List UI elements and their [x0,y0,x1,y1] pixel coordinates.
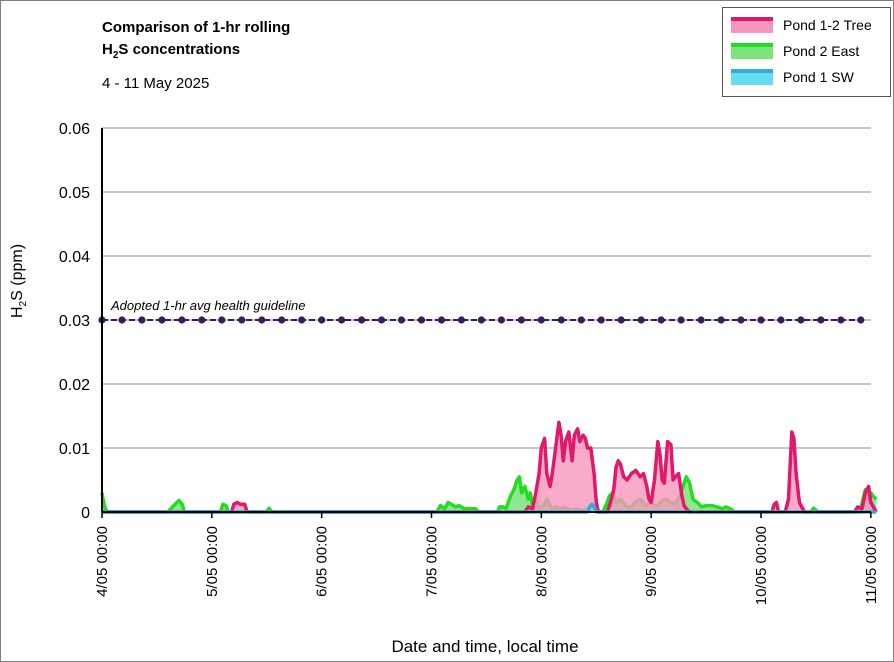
guideline-marker-13 [358,316,366,324]
x-tick-label-7: 11/05 00:00 [863,526,880,604]
legend-label-pond-1-sw: Pond 1 SW [783,69,854,85]
guideline-marker-6 [218,316,226,324]
y-tick-label-1: 0.01 [59,441,90,458]
title-suffix: S concentrations [118,41,241,58]
guideline-marker-1 [118,316,126,324]
y-tick-label-3: 0.03 [59,313,90,330]
guideline-marker-11 [318,316,326,324]
ylabel-subscript: 2 [18,300,30,307]
guideline-marker-25 [597,316,605,324]
guideline-marker-38 [857,316,865,324]
guideline-layer: Adopted 1-hr avg health guideline [98,298,865,324]
guideline-marker-3 [158,316,166,324]
guideline-marker-32 [737,316,745,324]
chart-subtitle: 4 - 11 May 2025 [102,75,210,92]
guideline-label: Adopted 1-hr avg health guideline [110,298,305,313]
title-subscript: 2 [112,50,119,61]
guideline-marker-10 [298,316,306,324]
guideline-marker-37 [837,316,845,324]
ylabel-h: H [9,306,26,318]
title-h: H [102,41,113,58]
series-line-pond-1-2-tree [102,420,878,514]
x-tick-label-6: 10/05 00:00 [753,526,770,605]
chart-title-line-1: Comparison of 1-hr rolling [102,19,291,36]
legend-swatch-pond-2-east [731,43,773,59]
series-line-pond-1-sw [102,502,877,514]
y-axis-label: H2S (ppm) [9,244,29,318]
y-tick-label-0: 0 [81,505,90,522]
guideline-marker-9 [278,316,286,324]
x-tick-label-4: 8/05 00:00 [533,526,550,597]
legend-swatch-pond-1-2-tree [731,17,773,33]
guideline-marker-28 [657,316,665,324]
guideline-marker-4 [178,316,186,324]
guideline-marker-31 [717,316,725,324]
legend-label-pond-1-2-tree: Pond 1-2 Tree [783,17,872,33]
guideline-marker-20 [497,316,505,324]
legend-item-pond-2-east: Pond 2 East [731,40,859,62]
guideline-marker-30 [697,316,705,324]
legend-label-pond-2-east: Pond 2 East [783,43,860,59]
x-tick-label-3: 7/05 00:00 [424,526,441,597]
guideline-marker-29 [677,316,685,324]
series-area-pond-1-sw [102,504,877,512]
guideline-marker-12 [338,316,346,324]
guideline-marker-17 [437,316,446,324]
axis-layer: 0 0.01 0.02 0.03 0.04 0.05 0.06 4/05 00:00 5/05 … [59,121,880,605]
y-tick-label-6: 0.06 [59,121,90,138]
guideline-marker-8 [258,316,266,324]
guideline-marker-26 [617,316,625,324]
guideline-marker-15 [397,316,406,324]
grid-layer [102,127,871,449]
guideline-marker-14 [378,316,386,324]
guideline-marker-22 [537,316,545,324]
guideline-marker-24 [577,316,585,324]
y-tick-label-4: 0.04 [59,249,90,266]
ylabel-suffix: S (ppm) [9,243,26,301]
guideline-marker-34 [777,316,785,324]
series-line-pond-2-east [100,475,878,514]
guideline-marker-18 [457,316,466,324]
guideline-marker-7 [238,316,246,324]
legend-item-pond-1-sw: Pond 1 SW [731,66,854,88]
legend-swatch-pond-1-sw [731,69,773,85]
guideline-marker-2 [138,316,146,324]
series-layer [100,420,878,514]
x-tick-label-5: 9/05 00:00 [643,526,660,597]
guideline-marker-27 [637,316,645,324]
x-tick-label-1: 5/05 00:00 [204,526,221,597]
guideline-marker-19 [477,316,485,324]
guideline-marker-33 [757,316,765,324]
y-tick-label-5: 0.05 [59,185,90,202]
x-axis-label: Date and time, local time [391,637,579,656]
guideline-marker-23 [557,316,565,324]
guideline-marker-16 [417,316,426,324]
guideline-marker-21 [517,316,526,324]
guideline-marker-35 [797,316,805,324]
chart-title-block: Comparison of 1-hr rolling H2S concentra… [102,17,290,95]
guideline-marker-36 [817,316,825,324]
legend-item-pond-1-2-tree: Pond 1-2 Tree [731,14,872,36]
guideline-marker-5 [198,316,206,324]
legend: Pond 1-2 Tree Pond 2 East Pond 1 SW [722,7,891,97]
guideline-marker-0 [98,316,106,324]
y-tick-label-2: 0.02 [59,377,90,394]
series-area-pond-2-east [102,476,877,512]
x-tick-label-2: 6/05 00:00 [314,526,331,597]
series-area-pond-1-2-tree [102,422,877,512]
x-tick-label-0: 4/05 00:00 [94,526,111,597]
chart-title-line-2: H2S concentrations [102,39,290,67]
